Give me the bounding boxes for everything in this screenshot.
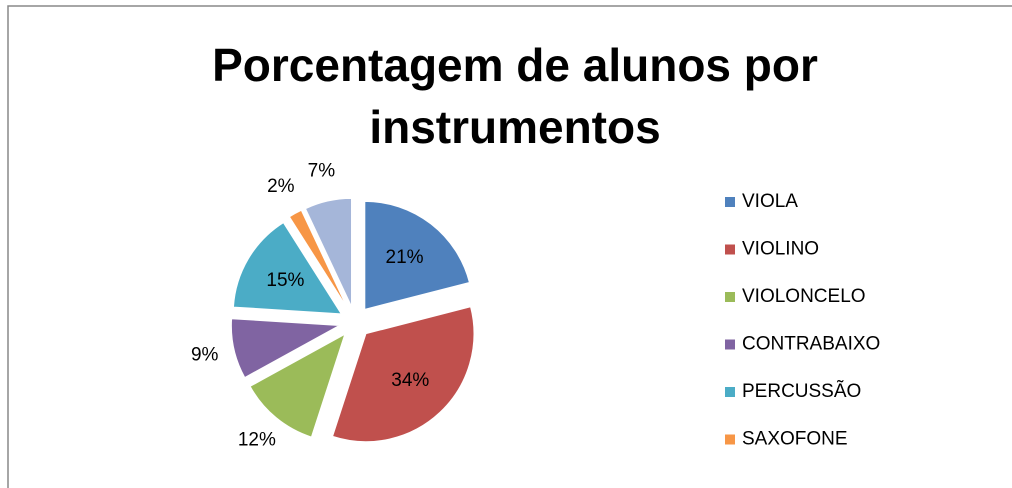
legend-swatch (725, 387, 735, 397)
legend-label: SAXOFONE (742, 429, 848, 450)
data-label: 2% (267, 176, 295, 197)
pie-slice (249, 333, 346, 438)
pie-slice (364, 200, 471, 311)
chart-title: Porcentagem de alunos por instrumentos (212, 39, 818, 153)
data-label: 34% (391, 370, 429, 391)
data-label: 7% (308, 161, 336, 182)
legend-swatch (725, 339, 735, 350)
pie-slice (288, 209, 348, 309)
pie-slice (331, 306, 475, 443)
legend-swatch (725, 292, 735, 302)
legend-label: VIOLA (742, 191, 798, 212)
data-label: 15% (266, 270, 304, 291)
pie-slice (304, 197, 353, 307)
data-label: 12% (238, 430, 276, 451)
legend-label: VIOLONCELO (742, 286, 866, 307)
data-label: 21% (386, 247, 424, 268)
pie-slice (230, 318, 342, 379)
pie-slice (232, 221, 343, 315)
legend-swatch (725, 197, 735, 207)
legend-label: CONTRABAIXO (742, 334, 880, 355)
data-label: 9% (191, 345, 219, 366)
legend-swatch (725, 434, 735, 445)
legend-label: VIOLINO (742, 239, 819, 260)
legend-label: PERCUSSÃO (742, 380, 861, 402)
frame (7, 5, 1012, 488)
legend-swatch (725, 244, 735, 255)
